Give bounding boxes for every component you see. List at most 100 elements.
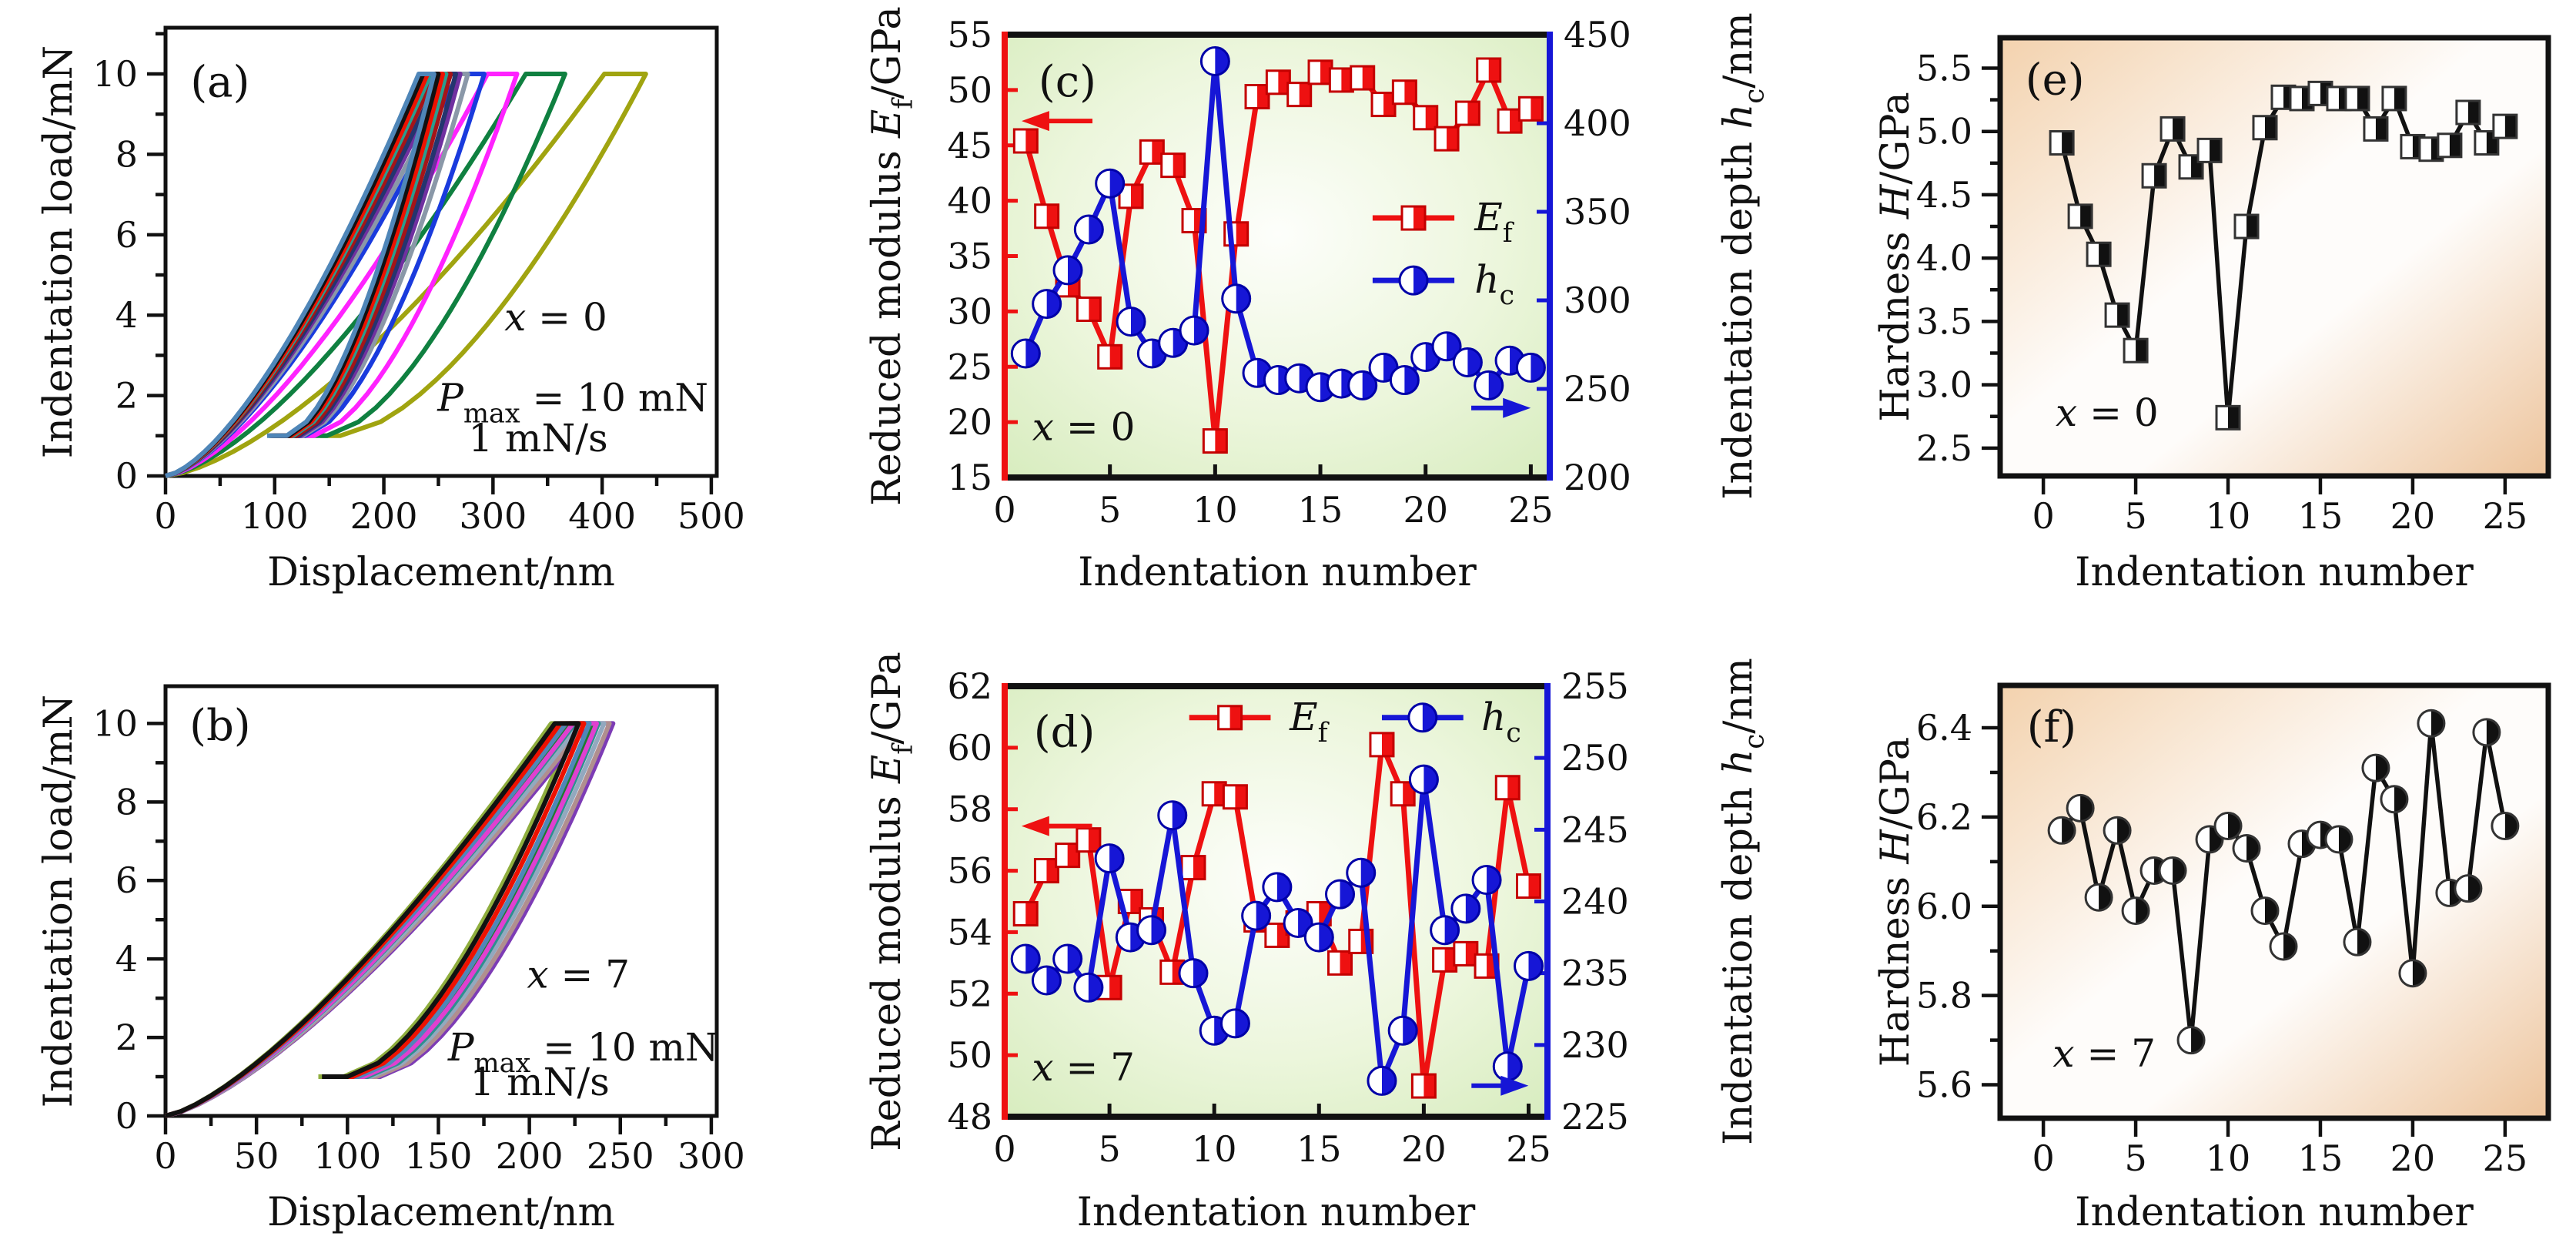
composition-label: x = 7 (2052, 1031, 2156, 1076)
y-axis-title: Reduced modulus Ef/GPa (865, 652, 918, 1151)
y-tick-label: 3.5 (1916, 300, 1972, 342)
series-H (2047, 709, 2520, 1055)
y-tick-label: 5.0 (1916, 111, 1972, 152)
x-axis-title: Indentation number (2075, 1190, 2474, 1235)
y2-tick-label: 235 (1561, 953, 1629, 994)
x-tick-label: 250 (587, 1135, 654, 1177)
y2-tick-label: 240 (1561, 881, 1629, 923)
y-tick-label: 54 (947, 911, 992, 953)
y2-tick-label: 255 (1561, 665, 1629, 707)
x-tick-label: 15 (1296, 1128, 1342, 1170)
y-tick-label: 48 (947, 1096, 992, 1137)
x-tick-label: 5 (2124, 1137, 2146, 1179)
legend: Ef hc (1372, 195, 1515, 311)
x-axis-title: Displacement/nm (267, 1190, 615, 1235)
y-tick-label: 50 (947, 69, 992, 111)
y2-tick-label: 230 (1561, 1024, 1629, 1066)
x-tick-label: 20 (1403, 489, 1448, 531)
x-tick-label: 0 (993, 1128, 1015, 1170)
y-tick-label: 35 (947, 236, 992, 277)
legend-label-hc: hc (1474, 257, 1514, 311)
x-tick-label: 20 (2390, 495, 2436, 537)
axes: 0 5 10 15 20 25 2.5 3.0 3.5 4.0 4.5 5.0 5.5 (1916, 35, 2551, 537)
y-tick-label: 8 (115, 781, 138, 823)
y-tick-label: 0 (115, 455, 138, 497)
legend-label-hc: hc (1481, 695, 1521, 749)
composition-label: x = 7 (527, 952, 630, 997)
x-tick-label: 200 (350, 495, 418, 537)
x-tick-label: 0 (2032, 1137, 2054, 1179)
y-tick-label: 25 (947, 346, 992, 387)
x-tick-label: 0 (2032, 495, 2054, 537)
x-tick-label: 15 (1298, 489, 1343, 531)
y-tick-label: 62 (947, 665, 992, 707)
y-tick-label: 8 (115, 133, 138, 175)
x-tick-label: 15 (2298, 1137, 2343, 1179)
y-tick-label: 15 (947, 457, 992, 498)
y-axis-title: Hardness H/GPa (1873, 92, 1919, 421)
y-tick-label: 6 (115, 214, 138, 256)
x-tick-label: 5 (1099, 489, 1121, 531)
load-curve-0 (165, 72, 648, 478)
y-tick-label: 6.0 (1916, 886, 1972, 927)
x-tick-label: 400 (568, 495, 636, 537)
composition-label: x = 7 (1032, 1045, 1135, 1090)
load-curve-11 (165, 72, 437, 478)
y-tick-label: 4 (115, 938, 138, 980)
legend-label-Ef: Ef (1474, 195, 1515, 249)
panel-a: 0 100 200 300 400 500 0 2 4 6 8 10 Displacement/nm In… (36, 25, 745, 595)
panel-letter: (c) (1039, 57, 1096, 107)
y2-tick-label: 450 (1564, 14, 1631, 55)
x-tick-label: 15 (2298, 495, 2343, 537)
panel-letter: (d) (1034, 707, 1096, 757)
y-tick-label: 56 (947, 850, 992, 892)
legend: Ef hc (1189, 695, 1521, 749)
y-tick-label: 58 (947, 789, 992, 830)
x-tick-label: 50 (234, 1135, 279, 1177)
panel-letter: (a) (190, 57, 249, 107)
y-axis-title: Indentation load/mN (36, 695, 82, 1107)
load-unload-curves (165, 72, 648, 478)
x-tick-label: 100 (241, 495, 309, 537)
x-axis-title: Displacement/nm (267, 550, 615, 595)
x-tick-label: 200 (496, 1135, 564, 1177)
y-tick-label: 45 (947, 125, 992, 166)
x-tick-label: 5 (2124, 495, 2146, 537)
y-tick-label: 20 (947, 401, 992, 443)
panel-e: 0 5 10 15 20 25 2.5 3.0 3.5 4.0 4.5 5.0 5.5 Indentati… (1873, 35, 2551, 595)
load-curve-1 (165, 72, 567, 478)
x-tick-label: 10 (1192, 1128, 1237, 1170)
y-tick-label: 0 (115, 1095, 138, 1137)
x-tick-label: 10 (2206, 495, 2251, 537)
panel-d: 0 5 10 15 20 25 48 50 52 54 56 58 60 62 225 230 235 240 24… (865, 652, 1770, 1235)
panel-c: 0 5 10 15 20 25 15 20 25 30 35 40 45 50 55 200 250 300 350… (865, 6, 1770, 595)
y2-tick-label: 250 (1561, 737, 1629, 779)
y2-tick-label: 245 (1561, 809, 1629, 850)
series-H (2049, 80, 2518, 431)
y2-tick-label: 225 (1561, 1096, 1629, 1137)
y2-tick-label: 400 (1564, 102, 1631, 144)
axis-arrows (1021, 111, 1531, 418)
panel-letter: (b) (189, 701, 251, 751)
y-tick-label: 30 (947, 290, 992, 332)
panel-letter: (f) (2027, 702, 2076, 752)
y-tick-label: 3.0 (1916, 364, 1972, 406)
axes: 0 100 200 300 400 500 0 2 4 6 8 10 (92, 25, 745, 537)
axes: 0 5 10 15 20 25 15 20 25 30 35 40 45 50 55 200 250 300 350… (947, 14, 1631, 531)
y-tick-label: 55 (947, 14, 992, 55)
y-axis-title: Reduced modulus Ef/GPa (865, 6, 918, 506)
load-rate-label: 1 mN/s (468, 416, 607, 461)
x-tick-label: 100 (313, 1135, 381, 1177)
x-tick-label: 25 (2483, 1137, 2528, 1179)
load-unload-curves (165, 721, 616, 1118)
x-tick-label: 25 (2483, 495, 2528, 537)
y-tick-label: 52 (947, 973, 992, 1014)
x-tick-label: 0 (154, 495, 176, 537)
axes: 0 50 100 150 200 250 300 0 2 4 6 8 10 (92, 684, 745, 1177)
x-tick-label: 10 (1193, 489, 1238, 531)
x-tick-label: 10 (2206, 1137, 2251, 1179)
composition-label: x = 0 (2056, 390, 2159, 435)
load-rate-label: 1 mN/s (470, 1060, 609, 1104)
